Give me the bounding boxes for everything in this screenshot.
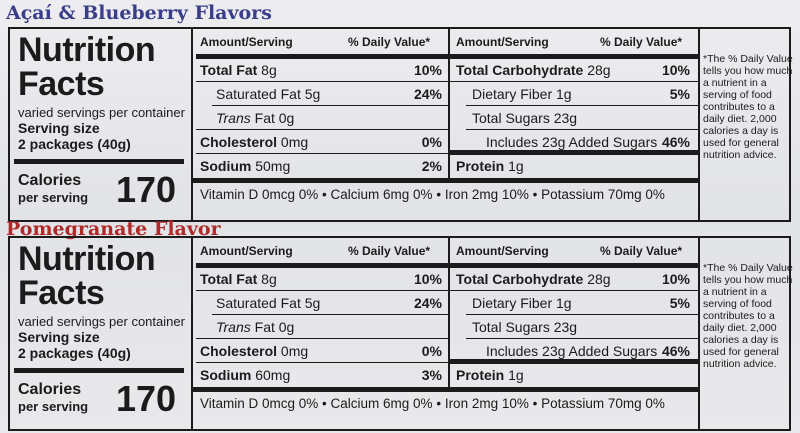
sodium-row: Sodium 50mg [200, 158, 291, 174]
nutrition-facts-panel: Nutrition Facts varied servings per conta… [8, 236, 793, 431]
sugars-row: Total Sugars 23g [472, 319, 578, 335]
flavor-heading: Açaí & Blueberry Flavors [6, 2, 272, 24]
added-sugars-dv: 46% [661, 134, 690, 150]
divider [196, 362, 448, 363]
per-serving-label: per serving [18, 190, 89, 205]
divider [196, 338, 448, 339]
cholesterol-row: Cholesterol 0mg [200, 343, 309, 359]
dv-header: % Daily Value* [348, 35, 431, 49]
saturated-fat-row: Saturated Fat 5g [216, 295, 321, 311]
nutrition-facts-panel: Nutrition Facts varied servings per conta… [8, 27, 793, 222]
divider [196, 263, 448, 268]
sodium-row: Sodium 60mg [200, 367, 291, 383]
divider [466, 338, 698, 339]
cholesterol-dv: 0% [421, 343, 442, 359]
saturated-fat-row: Saturated Fat 5g [216, 86, 321, 102]
divider [196, 129, 448, 130]
fiber-dv: 5% [669, 86, 690, 102]
divider [196, 153, 448, 154]
protein-row: Protein 1g [456, 367, 524, 383]
micronutrient-line: Vitamin D 0mcg 0% • Calcium 6mg 0% • Iro… [200, 396, 665, 411]
fiber-row: Dietary Fiber 1g [472, 86, 572, 102]
added-sugars-row: Includes 23g Added Sugars [486, 343, 658, 359]
sodium-dv: 2% [421, 158, 442, 174]
divider [196, 54, 448, 59]
daily-value-footnote: *The % Daily Value tells you how much a … [703, 53, 793, 161]
amount-header: Amount/Serving [456, 35, 549, 49]
calories-value: 170 [116, 169, 177, 210]
total-carb-row: Total Carbohydrate 28g [456, 271, 611, 287]
protein-row: Protein 1g [456, 158, 524, 174]
total-fat-dv: 10% [413, 62, 442, 78]
sodium-dv: 3% [421, 367, 442, 383]
dv-header: % Daily Value* [600, 244, 683, 258]
total-carb-dv: 10% [661, 62, 690, 78]
divider [450, 290, 698, 291]
nutrition-title: Nutrition Facts [18, 31, 156, 103]
daily-value-footnote: *The % Daily Value tells you how much a … [703, 262, 793, 370]
sugars-row: Total Sugars 23g [472, 110, 578, 126]
divider [193, 178, 698, 183]
serving-size: Serving size 2 packages (40g) [18, 120, 131, 152]
divider [450, 263, 698, 268]
column-separator [698, 29, 700, 220]
saturated-fat-dv: 24% [413, 86, 442, 102]
saturated-fat-dv: 24% [413, 295, 442, 311]
divider [450, 150, 698, 155]
fiber-dv: 5% [669, 295, 690, 311]
flavor-heading: Pomegranate Flavor [6, 218, 221, 240]
divider [466, 105, 698, 106]
per-serving-label: per serving [18, 399, 89, 414]
amount-header: Amount/Serving [456, 244, 549, 258]
cholesterol-dv: 0% [421, 134, 442, 150]
calories-value: 170 [116, 378, 177, 419]
calories-label: Calories [18, 172, 82, 189]
divider [193, 387, 698, 392]
left-column: Nutrition Facts varied servings per conta… [10, 238, 193, 429]
total-fat-row: Total Fat 8g [200, 62, 277, 78]
total-carb-dv: 10% [661, 271, 690, 287]
divider [466, 129, 698, 130]
trans-fat-row: Trans Fat 0g [216, 319, 295, 335]
column-separator [698, 238, 700, 429]
dv-header: % Daily Value* [348, 244, 431, 258]
dv-header: % Daily Value* [600, 35, 683, 49]
divider [196, 290, 448, 291]
amount-header: Amount/Serving [200, 244, 293, 258]
divider [450, 54, 698, 59]
servings-per-container: varied servings per container [18, 314, 185, 329]
divider [14, 368, 184, 373]
added-sugars-dv: 46% [661, 343, 690, 359]
total-carb-row: Total Carbohydrate 28g [456, 62, 611, 78]
divider [450, 81, 698, 82]
total-fat-dv: 10% [413, 271, 442, 287]
divider [196, 81, 448, 82]
divider [14, 159, 184, 164]
fiber-row: Dietary Fiber 1g [472, 295, 572, 311]
total-fat-row: Total Fat 8g [200, 271, 277, 287]
cholesterol-row: Cholesterol 0mg [200, 134, 309, 150]
calories-label: Calories [18, 381, 82, 398]
nutrition-title: Nutrition Facts [18, 240, 156, 312]
trans-fat-row: Trans Fat 0g [216, 110, 295, 126]
column-separator [448, 238, 450, 388]
left-column: Nutrition Facts varied servings per conta… [10, 29, 193, 220]
divider [212, 314, 448, 315]
divider [212, 105, 448, 106]
added-sugars-row: Includes 23g Added Sugars [486, 134, 658, 150]
servings-per-container: varied servings per container [18, 105, 185, 120]
serving-size: Serving size 2 packages (40g) [18, 329, 131, 361]
micronutrient-line: Vitamin D 0mcg 0% • Calcium 6mg 0% • Iro… [200, 187, 665, 202]
divider [466, 314, 698, 315]
amount-header: Amount/Serving [200, 35, 293, 49]
divider [450, 359, 698, 364]
column-separator [448, 29, 450, 179]
